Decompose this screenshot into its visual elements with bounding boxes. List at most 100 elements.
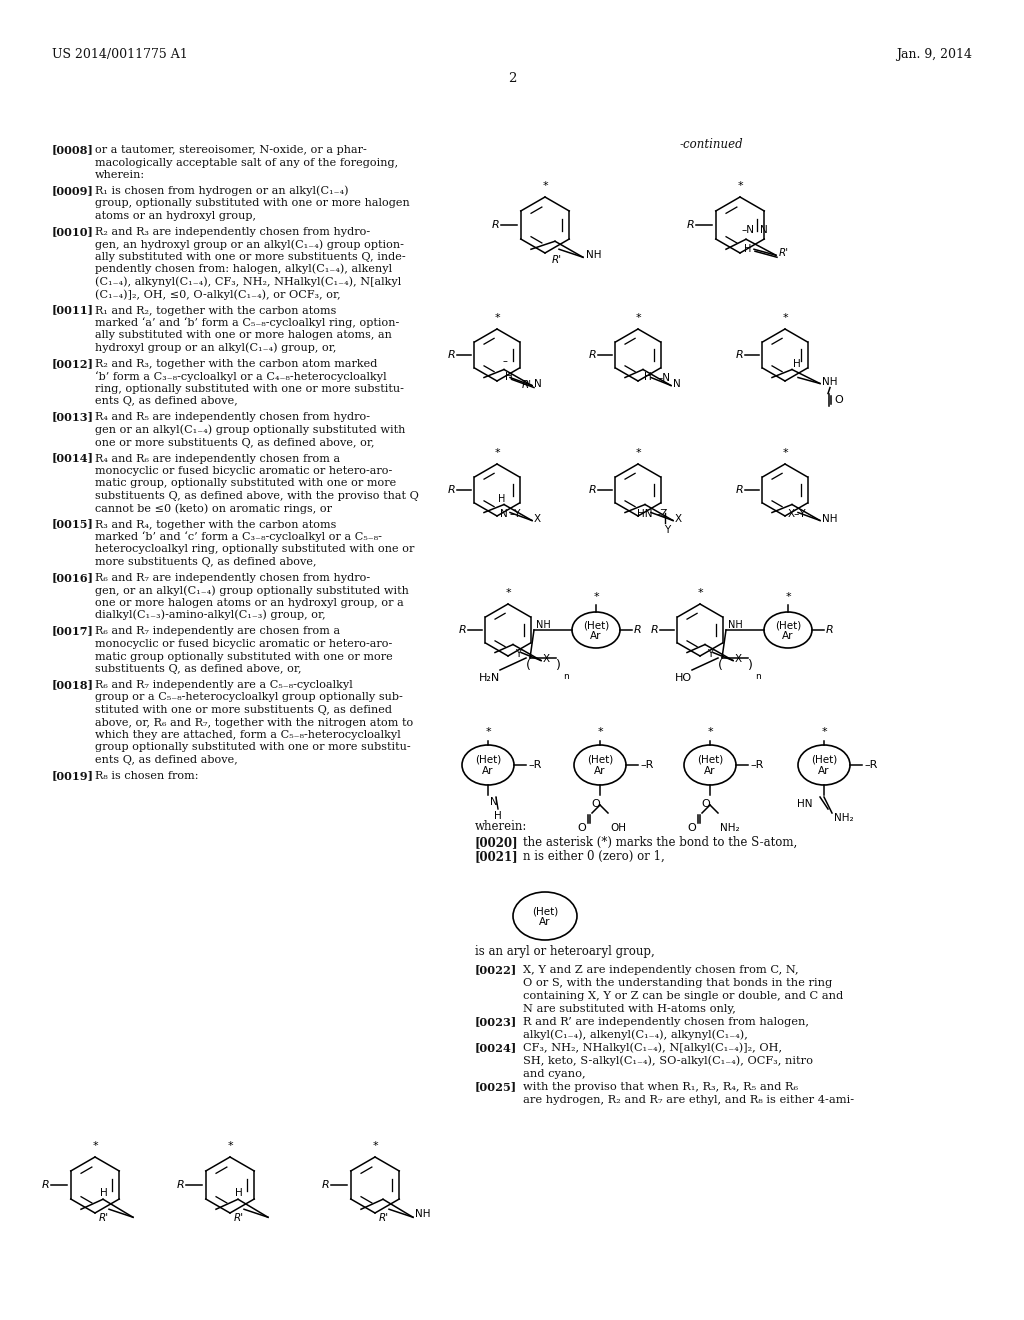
Text: (: ( (718, 660, 723, 672)
Text: Ar: Ar (482, 766, 494, 776)
Text: R: R (176, 1180, 184, 1191)
Text: 2: 2 (508, 73, 516, 84)
Text: R: R (634, 624, 642, 635)
Text: n: n (755, 672, 761, 681)
Text: H: H (793, 359, 801, 368)
Text: R: R (447, 350, 455, 360)
Text: ): ) (556, 660, 560, 672)
Text: N: N (534, 379, 542, 388)
Text: O: O (578, 822, 587, 833)
Text: group or a C₅₋₈-heterocycloalkyl group optionally sub-: group or a C₅₋₈-heterocycloalkyl group o… (95, 693, 402, 702)
Text: more substituents Q, as defined above,: more substituents Q, as defined above, (95, 557, 316, 568)
Text: [0011]: [0011] (52, 305, 94, 315)
Text: R: R (41, 1180, 49, 1191)
Text: monocyclic or fused bicyclic aromatic or hetero-aro-: monocyclic or fused bicyclic aromatic or… (95, 639, 392, 649)
Text: R: R (826, 624, 834, 635)
Text: Y: Y (515, 648, 521, 659)
Text: R₈ is chosen from:: R₈ is chosen from: (95, 771, 199, 781)
Text: –R: –R (528, 760, 542, 770)
Text: H₂N: H₂N (479, 673, 500, 682)
Text: [0022]: [0022] (475, 964, 517, 975)
Text: H: H (505, 371, 513, 381)
Text: R: R (447, 484, 455, 495)
Text: R₆ and R₇ independently are chosen from a: R₆ and R₇ independently are chosen from … (95, 627, 340, 636)
Text: *: * (593, 591, 599, 602)
Text: N: N (673, 379, 681, 388)
Text: N: N (760, 226, 768, 235)
Text: substituents Q, as defined above, with the proviso that Q: substituents Q, as defined above, with t… (95, 491, 419, 502)
Text: [0014]: [0014] (52, 453, 94, 463)
Text: –R: –R (750, 760, 763, 770)
Text: [0020]: [0020] (475, 836, 518, 849)
Text: wherein:: wherein: (95, 170, 145, 180)
Text: gen, an hydroxyl group or an alkyl(C₁₋₄) group option-: gen, an hydroxyl group or an alkyl(C₁₋₄)… (95, 239, 403, 249)
Text: n is either 0 (zero) or 1,: n is either 0 (zero) or 1, (523, 850, 665, 863)
Text: O: O (834, 395, 843, 404)
Text: matic group, optionally substituted with one or more: matic group, optionally substituted with… (95, 479, 396, 488)
Text: *: * (505, 587, 511, 598)
Text: NH: NH (536, 620, 551, 630)
Text: *: * (821, 727, 826, 737)
Text: R': R' (379, 1213, 389, 1224)
Text: above, or, R₆ and R₇, together with the nitrogen atom to: above, or, R₆ and R₇, together with the … (95, 718, 414, 727)
Text: monocyclic or fused bicyclic aromatic or hetero-aro-: monocyclic or fused bicyclic aromatic or… (95, 466, 392, 477)
Text: O: O (592, 799, 600, 809)
Text: X: X (735, 653, 742, 664)
Text: Ar: Ar (705, 766, 716, 776)
Text: ): ) (748, 660, 753, 672)
Text: [0009]: [0009] (52, 185, 94, 195)
Text: which they are attached, form a C₅₋₈-heterocycloalkyl: which they are attached, form a C₅₋₈-het… (95, 730, 400, 741)
Text: H: H (100, 1188, 108, 1199)
Text: [0015]: [0015] (52, 519, 94, 529)
Text: heterocycloalkyl ring, optionally substituted with one or: heterocycloalkyl ring, optionally substi… (95, 544, 415, 554)
Text: HN: HN (797, 799, 812, 809)
Text: R': R' (522, 380, 532, 389)
Text: H: H (744, 244, 752, 255)
Text: R: R (492, 220, 499, 230)
Text: NH₂: NH₂ (834, 813, 854, 822)
Text: hydroxyl group or an alkyl(C₁₋₄) group, or,: hydroxyl group or an alkyl(C₁₋₄) group, … (95, 342, 336, 352)
Text: HO: HO (675, 673, 692, 682)
Text: (C₁₋₄), alkynyl(C₁₋₄), CF₃, NH₂, NHalkyl(C₁₋₄), N[alkyl: (C₁₋₄), alkynyl(C₁₋₄), CF₃, NH₂, NHalkyl… (95, 276, 401, 286)
Text: R₄ and R₅ are independently chosen from hydro-: R₄ and R₅ are independently chosen from … (95, 412, 370, 422)
Text: *: * (635, 447, 641, 458)
Text: with the proviso that when R₁, R₃, R₄, R₅ and R₆: with the proviso that when R₁, R₃, R₄, R… (523, 1082, 798, 1092)
Text: R₆ and R₇ are independently chosen from hydro-: R₆ and R₇ are independently chosen from … (95, 573, 370, 583)
Text: X: X (543, 653, 550, 664)
Text: –Z: –Z (655, 508, 668, 519)
Text: Ar: Ar (590, 631, 602, 642)
Text: [0025]: [0025] (475, 1081, 517, 1092)
Text: gen, or an alkyl(C₁₋₄) group optionally substituted with: gen, or an alkyl(C₁₋₄) group optionally … (95, 585, 409, 595)
Text: R': R' (99, 1213, 110, 1224)
Text: N are substituted with H-atoms only,: N are substituted with H-atoms only, (523, 1005, 736, 1014)
Text: NH: NH (822, 376, 838, 387)
Text: R': R' (233, 1213, 244, 1224)
Text: X, Y and Z are independently chosen from C, N,: X, Y and Z are independently chosen from… (523, 965, 799, 975)
Text: marked ‘a’ and ‘b’ form a C₅₋₈-cycloalkyl ring, option-: marked ‘a’ and ‘b’ form a C₅₋₈-cycloalky… (95, 317, 399, 327)
Text: and cyano,: and cyano, (523, 1069, 586, 1078)
Text: alkyl(C₁₋₄), alkenyl(C₁₋₄), alkynyl(C₁₋₄),: alkyl(C₁₋₄), alkenyl(C₁₋₄), alkynyl(C₁₋₄… (523, 1030, 748, 1040)
Text: are hydrogen, R₂ and R₇ are ethyl, and R₈ is either 4-ami-: are hydrogen, R₂ and R₇ are ethyl, and R… (523, 1096, 854, 1105)
Text: NH: NH (586, 251, 601, 260)
Text: R: R (322, 1180, 329, 1191)
Text: *: * (227, 1140, 232, 1151)
Text: (Het): (Het) (697, 755, 723, 766)
Text: NH: NH (728, 620, 742, 630)
Text: R₆ and R₇ independently are a C₅₋₈-cycloalkyl: R₆ and R₇ independently are a C₅₋₈-cyclo… (95, 680, 352, 690)
Text: [0018]: [0018] (52, 678, 94, 690)
Text: H: H (495, 810, 502, 821)
Text: *: * (495, 313, 500, 323)
Text: –Y: –Y (509, 508, 520, 519)
Text: [0013]: [0013] (52, 412, 94, 422)
Text: pendently chosen from: halogen, alkyl(C₁₋₄), alkenyl: pendently chosen from: halogen, alkyl(C₁… (95, 264, 392, 275)
Text: X–Y: X–Y (788, 508, 807, 519)
Text: O: O (688, 822, 696, 833)
Text: Y: Y (707, 648, 714, 659)
Text: –N: –N (658, 372, 671, 383)
Text: R₂ and R₃ are independently chosen from hydro-: R₂ and R₃ are independently chosen from … (95, 227, 370, 238)
Text: *: * (737, 181, 742, 191)
Text: *: * (372, 1140, 378, 1151)
Text: ‘b’ form a C₃₋₈-cycloalkyl or a C₄₋₈-heterocycloalkyl: ‘b’ form a C₃₋₈-cycloalkyl or a C₄₋₈-het… (95, 371, 387, 381)
Text: R₂ and R₃, together with the carbon atom marked: R₂ and R₃, together with the carbon atom… (95, 359, 378, 370)
Text: X: X (675, 513, 682, 524)
